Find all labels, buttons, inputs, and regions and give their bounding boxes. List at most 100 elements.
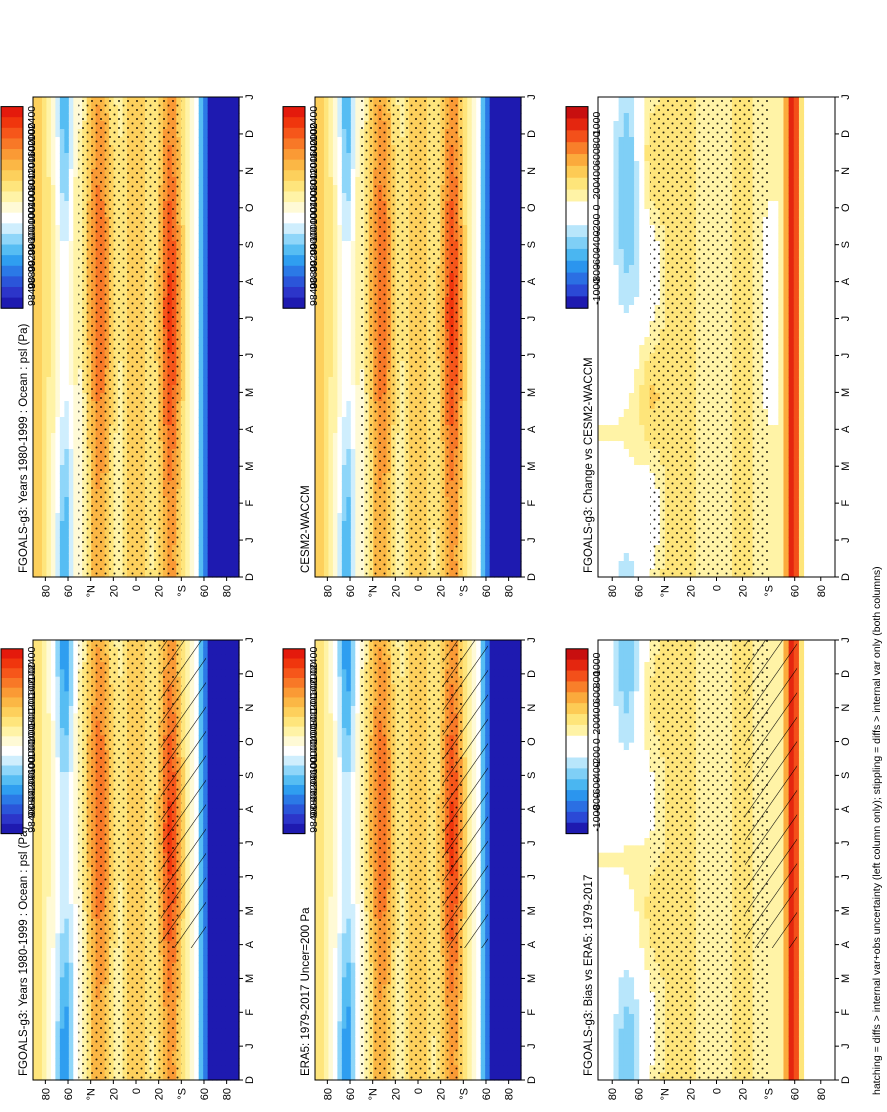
heat-cell bbox=[42, 529, 47, 538]
heat-cell bbox=[60, 647, 65, 655]
heat-cell bbox=[212, 735, 217, 743]
heat-cell bbox=[37, 1007, 42, 1015]
heat-cell bbox=[37, 838, 42, 846]
heat-cell bbox=[60, 992, 65, 1000]
heat-cell bbox=[55, 728, 60, 736]
heat-cell bbox=[69, 787, 74, 795]
heat-cell bbox=[60, 281, 65, 290]
heat-cell bbox=[51, 977, 56, 985]
heat-cell bbox=[37, 201, 42, 210]
heat-cell bbox=[185, 97, 190, 106]
heat-cell bbox=[69, 289, 74, 298]
heat-cell bbox=[37, 801, 42, 809]
heat-cell bbox=[226, 977, 231, 985]
heat-cell bbox=[64, 801, 69, 809]
heat-cell bbox=[46, 706, 51, 714]
heat-cell bbox=[51, 545, 56, 554]
heat-cell bbox=[37, 369, 42, 378]
heat-cell bbox=[190, 955, 195, 963]
heat-cell bbox=[69, 1051, 74, 1059]
heat-cell bbox=[73, 289, 78, 298]
heat-cell bbox=[73, 669, 78, 677]
heat-cell bbox=[69, 713, 74, 721]
heat-cell bbox=[33, 970, 38, 978]
heat-cell bbox=[190, 137, 195, 146]
heat-cell bbox=[60, 137, 65, 146]
heat-cell bbox=[51, 505, 56, 514]
heat-cell bbox=[185, 1073, 190, 1081]
heat-cell bbox=[73, 684, 78, 692]
heat-cell bbox=[208, 816, 213, 824]
heat-cell bbox=[60, 1073, 65, 1081]
heat-cell bbox=[55, 529, 60, 538]
heat-cell bbox=[208, 1073, 213, 1081]
month-tick-label: D bbox=[244, 670, 256, 678]
heat-cell bbox=[208, 794, 213, 802]
heat-cell bbox=[64, 985, 69, 993]
heat-cell bbox=[221, 926, 226, 934]
heat-cell bbox=[217, 889, 222, 897]
heat-cell bbox=[217, 801, 222, 809]
heat-cell bbox=[60, 941, 65, 949]
heat-cell bbox=[212, 963, 217, 971]
heat-cell bbox=[64, 297, 69, 306]
heat-cell bbox=[51, 185, 56, 194]
heat-cell bbox=[42, 838, 47, 846]
heat-cell bbox=[42, 265, 47, 274]
heat-cell bbox=[181, 393, 186, 402]
heat-cell bbox=[51, 933, 56, 941]
heat-cell bbox=[42, 561, 47, 570]
heat-cell bbox=[33, 337, 38, 346]
heat-cell bbox=[190, 185, 195, 194]
heat-cell bbox=[212, 838, 217, 846]
heat-cell bbox=[46, 1058, 51, 1066]
heat-cell bbox=[60, 441, 65, 450]
heat-cell bbox=[185, 1014, 190, 1022]
heat-cell bbox=[46, 809, 51, 817]
heat-cell bbox=[190, 385, 195, 394]
heat-cell bbox=[185, 329, 190, 338]
heat-cell bbox=[208, 779, 213, 787]
heat-cell bbox=[64, 926, 69, 934]
heat-cell bbox=[185, 185, 190, 194]
heat-cell bbox=[73, 161, 78, 170]
heat-cell bbox=[185, 385, 190, 394]
heat-cell bbox=[199, 1073, 204, 1081]
heat-cell bbox=[221, 904, 226, 912]
heat-cell bbox=[37, 1058, 42, 1066]
heat-cell bbox=[33, 933, 38, 941]
heat-cell bbox=[69, 393, 74, 402]
heat-cell bbox=[190, 985, 195, 993]
heat-cell bbox=[190, 513, 195, 522]
heat-cell bbox=[55, 201, 60, 210]
heat-cell bbox=[181, 529, 186, 538]
heat-cell bbox=[190, 121, 195, 130]
heat-cell bbox=[42, 941, 47, 949]
heat-cell bbox=[69, 963, 74, 971]
heat-cell bbox=[185, 361, 190, 370]
heat-cell bbox=[64, 713, 69, 721]
heat-cell bbox=[64, 185, 69, 194]
heat-cell bbox=[51, 999, 56, 1007]
heat-cell bbox=[33, 985, 38, 993]
heat-cell bbox=[33, 977, 38, 985]
heat-cell bbox=[42, 497, 47, 506]
heat-cell bbox=[51, 919, 56, 927]
heat-cell bbox=[55, 489, 60, 498]
heat-cell bbox=[60, 217, 65, 226]
heat-cell bbox=[55, 794, 60, 802]
heat-cell bbox=[55, 345, 60, 354]
heat-cell bbox=[181, 369, 186, 378]
heat-cell bbox=[194, 105, 199, 114]
heat-cell bbox=[226, 999, 231, 1007]
heat-cell bbox=[55, 941, 60, 949]
heat-cell bbox=[208, 1007, 213, 1015]
heat-cell bbox=[208, 919, 213, 927]
heat-cell bbox=[230, 845, 235, 853]
heat-cell bbox=[217, 882, 222, 890]
heat-cell bbox=[42, 305, 47, 314]
heat-cell bbox=[37, 185, 42, 194]
heat-cell bbox=[69, 647, 74, 655]
heat-cell bbox=[42, 417, 47, 426]
heat-cell bbox=[185, 457, 190, 466]
